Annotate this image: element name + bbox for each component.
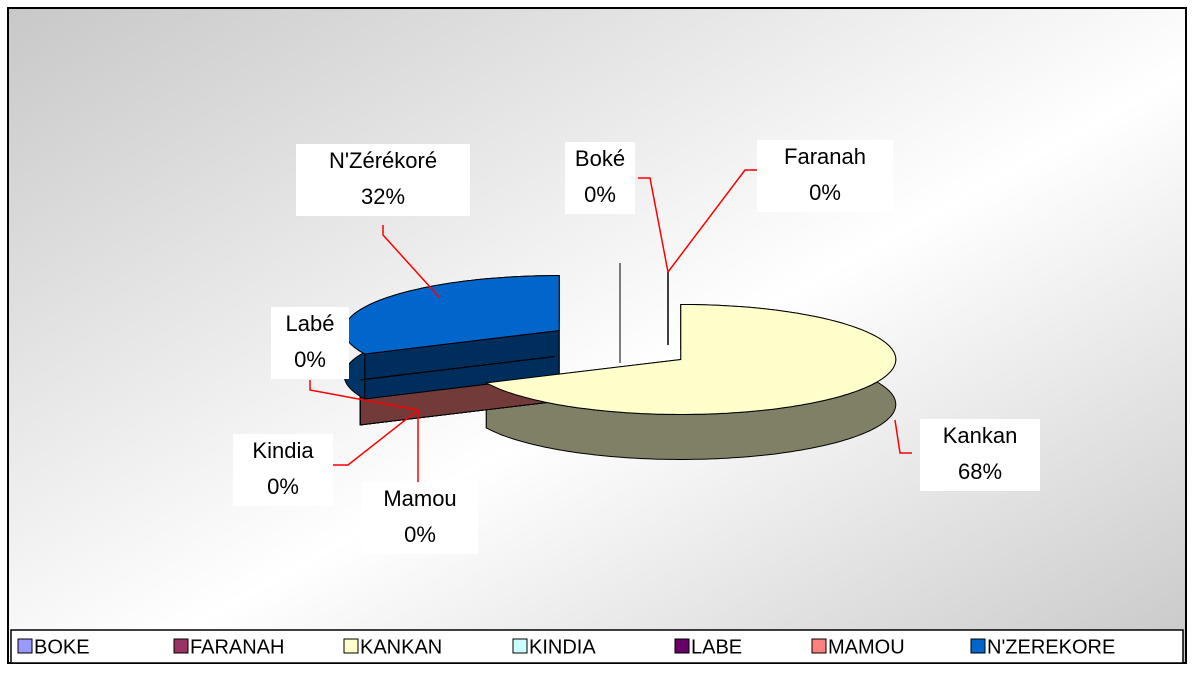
- label-name: Kindia: [252, 438, 314, 463]
- label-name: Mamou: [383, 486, 456, 511]
- leader-line: [667, 169, 758, 273]
- legend-swatch: [811, 638, 827, 654]
- label-box: [271, 307, 349, 379]
- label-box: [757, 140, 893, 212]
- leader-line: [894, 419, 912, 454]
- label-value: 0%: [809, 180, 841, 205]
- label-name: Kankan: [943, 423, 1018, 448]
- legend-swatch: [970, 638, 986, 654]
- legend-swatch: [674, 638, 690, 654]
- legend-label: KANKAN: [360, 636, 442, 658]
- label-value: 68%: [958, 459, 1002, 484]
- label-box: [296, 144, 470, 216]
- data-labels: Boké 0% Faranah 0% Kankan 68% Kindia 0% Labé 0% Ma…: [233, 140, 1040, 554]
- label-box: [233, 434, 333, 506]
- leader-line: [638, 177, 669, 273]
- legend-swatch: [343, 638, 359, 654]
- slice: [360, 356, 555, 381]
- legend-label: MAMOU: [828, 636, 905, 658]
- leader-line: [333, 409, 419, 466]
- label-value: 0%: [267, 474, 299, 499]
- label-name: Faranah: [784, 144, 866, 169]
- label-name: Boké: [575, 146, 625, 171]
- slice: [484, 304, 897, 415]
- legend-label: FARANAH: [190, 636, 284, 658]
- leader-line: [309, 380, 419, 411]
- label-value: 0%: [584, 182, 616, 207]
- legend-swatch: [173, 638, 189, 654]
- label-box: [565, 142, 635, 214]
- label-box: [920, 419, 1040, 491]
- legend: BOKE FARANAH KANKAN KINDIA LABE MAMOU N'ZEREKO…: [17, 636, 1115, 658]
- legend-label: N'ZEREKORE: [987, 636, 1115, 658]
- legend-box: [10, 629, 1184, 664]
- legend-label: KINDIA: [529, 636, 596, 658]
- legend-label: LABE: [691, 636, 742, 658]
- legend-swatch: [512, 638, 528, 654]
- label-name: N'Zérékoré: [329, 148, 437, 173]
- label-name: Labé: [286, 311, 335, 336]
- label-value: 0%: [404, 522, 436, 547]
- label-box: [362, 482, 478, 554]
- label-value: 0%: [294, 347, 326, 372]
- leader-line: [382, 225, 441, 299]
- legend-label: BOKE: [34, 636, 90, 658]
- label-value: 32%: [361, 184, 405, 209]
- legend-swatch: [17, 638, 33, 654]
- plot-background: [7, 7, 1187, 664]
